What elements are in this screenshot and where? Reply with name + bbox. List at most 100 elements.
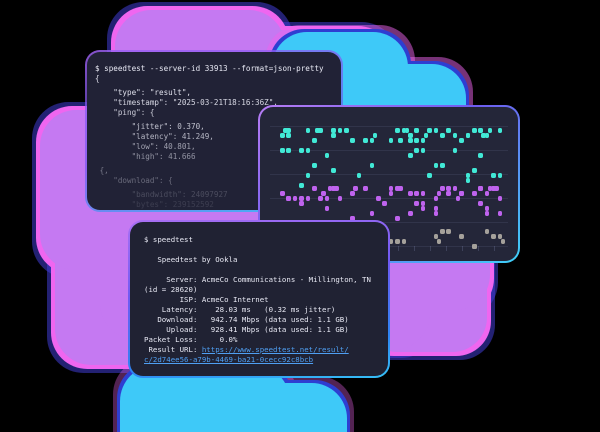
dot xyxy=(472,168,477,173)
dot xyxy=(491,173,496,178)
dot xyxy=(497,128,503,133)
dot xyxy=(299,148,304,153)
dot xyxy=(312,163,317,168)
dot xyxy=(280,191,285,196)
dot xyxy=(478,128,483,133)
dot xyxy=(420,148,426,153)
dot xyxy=(395,239,400,244)
dot xyxy=(337,128,343,133)
dot xyxy=(491,234,496,239)
dot xyxy=(433,163,439,168)
dot xyxy=(497,196,503,201)
dot xyxy=(420,201,426,206)
dot xyxy=(484,211,490,216)
result-url-line: Result URL: https://www.speedtest.net/re… xyxy=(144,345,388,355)
dot xyxy=(478,153,483,158)
dot xyxy=(465,178,471,183)
gline xyxy=(270,222,508,223)
dot xyxy=(433,196,439,201)
terminal-line: {, xyxy=(95,166,109,175)
dot xyxy=(337,196,343,201)
terminal-line: Server: AcmeCo Communications - Millingt… xyxy=(144,275,371,284)
tick xyxy=(494,246,495,251)
terminal-line: "latency": 41.249, xyxy=(95,132,214,141)
dot xyxy=(334,186,339,191)
terminal-line: Upload: 928.41 Mbps (data used: 1.1 GB) xyxy=(144,325,349,334)
dot xyxy=(382,201,387,206)
dot xyxy=(398,186,403,191)
terminal-line: "timestamp": "2025-03-21T18:16:36Z", xyxy=(95,98,278,107)
dot xyxy=(388,138,394,143)
dot xyxy=(286,128,291,133)
terminal-line: $ speedtest --server-id 33913 --format=j… xyxy=(95,64,324,73)
dot xyxy=(440,163,445,168)
dot xyxy=(331,186,336,191)
dot xyxy=(420,138,426,143)
dot xyxy=(376,196,381,201)
result-url-link[interactable]: https://www.speedtest.net/result/ xyxy=(201,345,349,354)
terminal-line: Latency: 28.03 ms (0.32 ms jitter) xyxy=(144,305,336,314)
tick xyxy=(462,246,463,251)
terminal-line: Download: 942.74 Mbps (data used: 1.1 GB… xyxy=(144,315,349,324)
terminal-line: $ speedtest xyxy=(144,235,193,244)
dot xyxy=(369,138,375,143)
terminal-line: "ping": { xyxy=(95,108,155,117)
terminal-line: (id = 28620) xyxy=(144,285,198,294)
dot xyxy=(318,196,323,201)
dot xyxy=(446,229,451,234)
dot xyxy=(331,128,336,133)
dot xyxy=(433,234,439,239)
gline xyxy=(270,150,508,151)
gline xyxy=(270,174,508,175)
dot xyxy=(423,133,429,138)
dot xyxy=(299,201,304,206)
dot xyxy=(433,211,439,216)
dot xyxy=(408,133,413,138)
dot xyxy=(420,206,426,211)
tick xyxy=(414,246,415,251)
dot xyxy=(331,168,336,173)
dot xyxy=(350,138,355,143)
dot xyxy=(484,229,490,234)
dot xyxy=(344,128,349,133)
dot xyxy=(398,138,403,143)
dot xyxy=(353,186,358,191)
terminal-line: "jitter": 0.370, xyxy=(95,122,205,131)
dot xyxy=(420,191,426,196)
dot xyxy=(401,128,407,133)
dot xyxy=(286,196,291,201)
dot xyxy=(440,229,445,234)
dot xyxy=(414,201,419,206)
dot xyxy=(472,128,477,133)
dot xyxy=(500,239,506,244)
tick xyxy=(478,246,479,251)
dot xyxy=(401,239,407,244)
terminal-line: "type": "result", xyxy=(95,88,192,97)
dot xyxy=(440,133,445,138)
dot xyxy=(318,128,323,133)
dot xyxy=(414,138,419,143)
tick xyxy=(430,246,431,251)
terminal-line: "high": 41.666 xyxy=(95,152,196,161)
terminal-line xyxy=(144,265,388,275)
dot xyxy=(497,173,503,178)
dot xyxy=(414,148,419,153)
dot xyxy=(414,128,419,133)
dot xyxy=(484,206,490,211)
dot xyxy=(286,133,291,138)
dot xyxy=(395,128,400,133)
dot xyxy=(484,133,490,138)
result-url-link-wrap[interactable]: c/2d74ee56-a79b-4469-ba21-0cecc92c8bcb xyxy=(144,355,314,364)
dot xyxy=(494,186,499,191)
dot xyxy=(472,244,477,249)
dot xyxy=(305,173,311,178)
dot xyxy=(280,148,285,153)
dot xyxy=(497,211,503,216)
dot xyxy=(324,153,330,158)
dot xyxy=(436,239,442,244)
terminal-line: "bytes": 239152592 xyxy=(95,200,214,209)
terminal-line: "download": { xyxy=(95,176,173,185)
tick xyxy=(446,246,447,251)
dot xyxy=(324,206,330,211)
